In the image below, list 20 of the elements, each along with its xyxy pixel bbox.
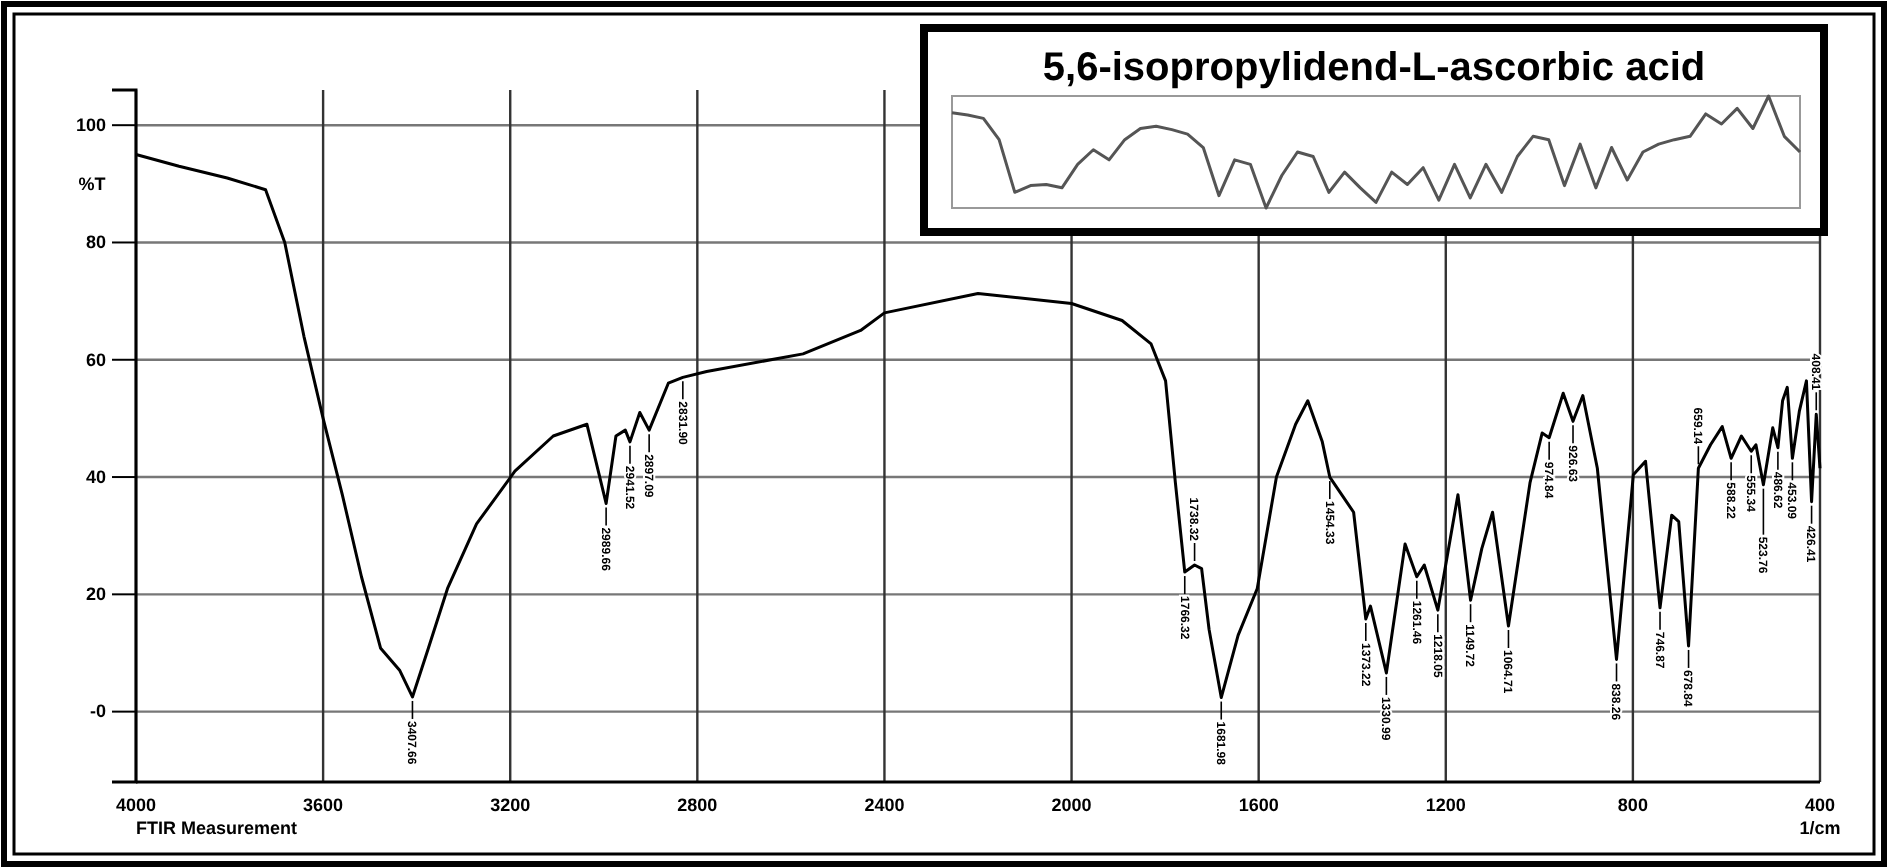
x-tick-label: 2400 <box>864 794 905 815</box>
y-axis-title: %T <box>78 174 107 195</box>
x-tick-label: 2800 <box>677 794 718 815</box>
x-tick-label: 4000 <box>115 794 157 815</box>
x-tick-label: 2000 <box>1051 794 1092 815</box>
x-tick-label: 3200 <box>490 794 531 815</box>
y-tick-label: 60 <box>85 349 106 370</box>
x-axis-title: 1/cm <box>1799 818 1841 838</box>
chart-title: 5,6-isopropylidend-L-ascorbic acid <box>1042 46 1706 90</box>
x-tick-label: 400 <box>1804 794 1836 815</box>
y-tick-label: 80 <box>85 232 106 253</box>
text: FTIR Measurement <box>136 818 298 838</box>
x-tick-label: 3600 <box>303 794 344 815</box>
x-tick-label: 800 <box>1617 794 1648 815</box>
y-tick-label: -0 <box>89 701 106 722</box>
y-tick-label: 40 <box>85 466 106 487</box>
x-tick-label: 1600 <box>1238 794 1279 815</box>
y-tick-label: 20 <box>85 584 106 605</box>
x-tick-label: 1200 <box>1425 794 1466 815</box>
y-tick-label: 100 <box>75 114 106 135</box>
